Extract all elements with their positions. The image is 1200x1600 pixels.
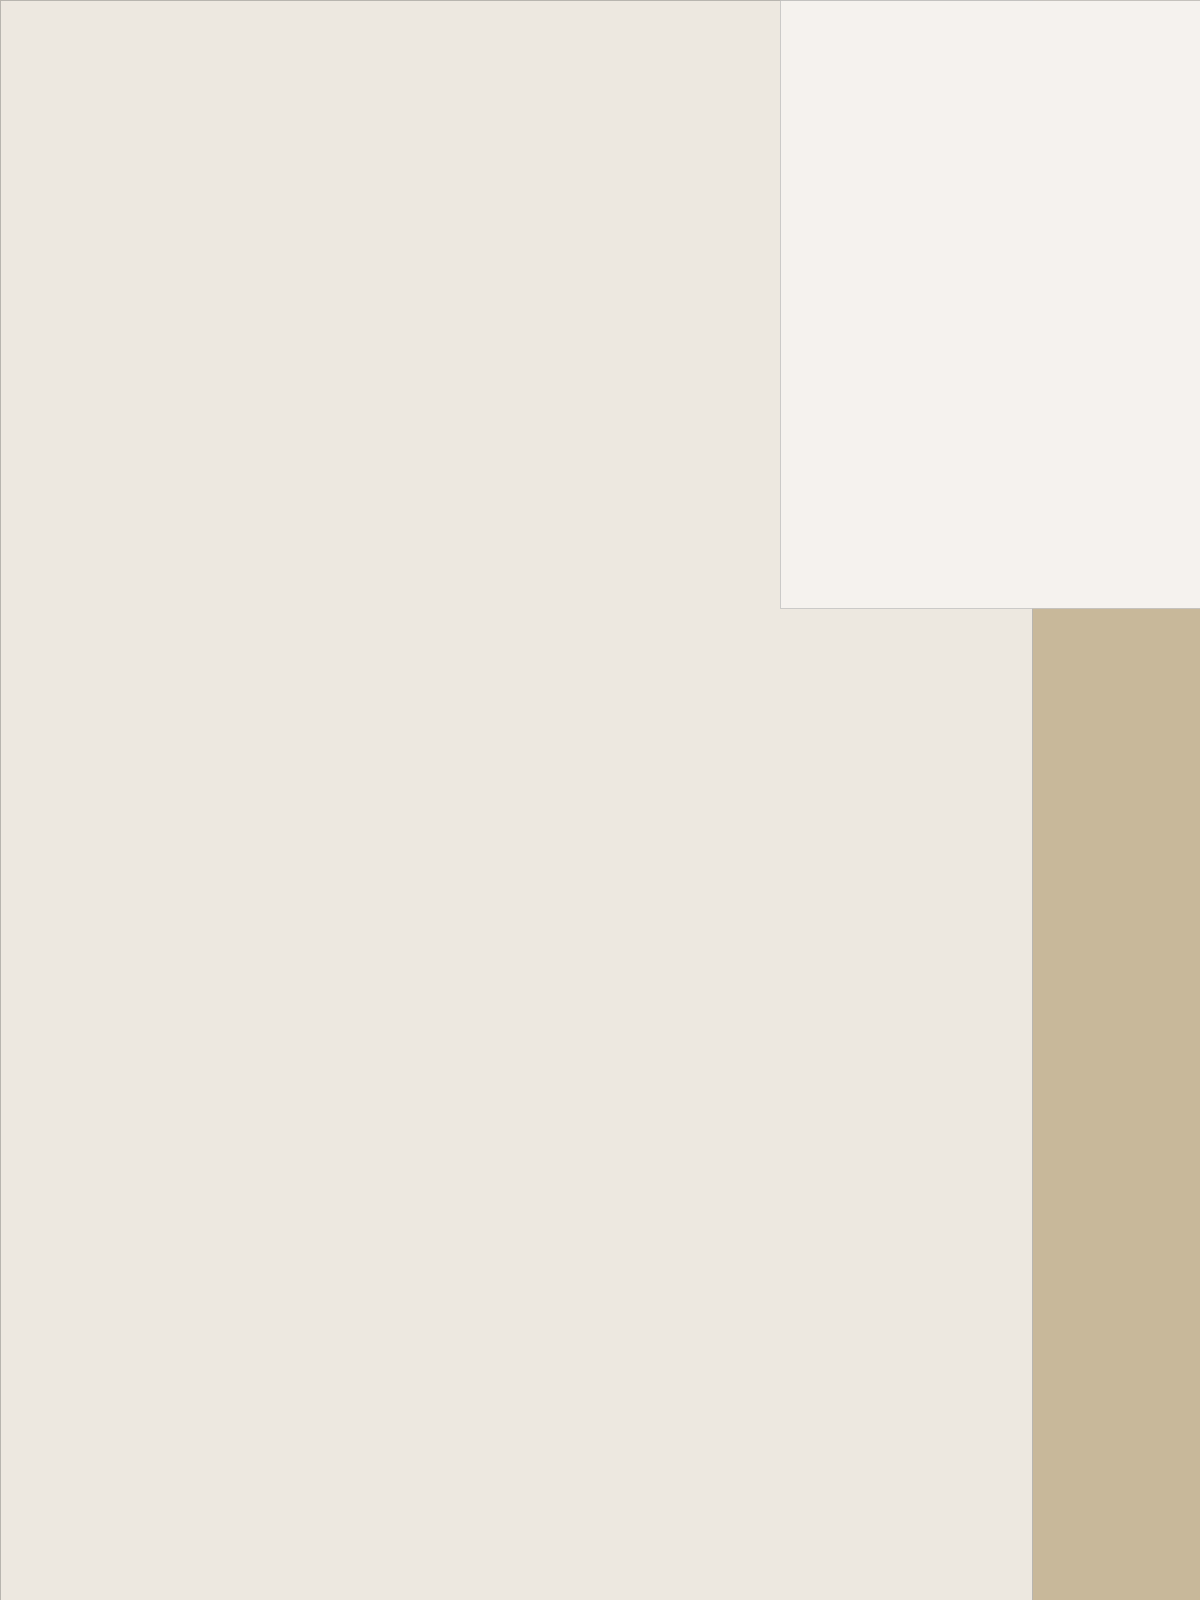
- Text: Kn = 0.5mA/V²: Kn = 0.5mA/V²: [52, 835, 217, 856]
- Text: 1): 1): [38, 27, 70, 56]
- Text: 900Ω: 900Ω: [364, 466, 408, 483]
- Text: C1: C1: [108, 286, 132, 304]
- Text: 10k: 10k: [47, 251, 80, 269]
- Text: Ren: Ren: [575, 510, 607, 530]
- Text: 15k: 15k: [630, 397, 660, 414]
- Text: M 1: M 1: [454, 346, 485, 365]
- Text: Vo: Vo: [692, 280, 716, 299]
- Text: VTN = 1V: VTN = 1V: [52, 765, 160, 784]
- Text: RO: RO: [630, 202, 656, 219]
- Text: Ven: Ven: [647, 630, 680, 650]
- Text: ~: ~: [600, 638, 622, 662]
- Text: 10V: 10V: [418, 160, 455, 179]
- Text: c) what   is  the  output  resistance of the  circuit?: c) what is the output resistance of the …: [43, 1160, 564, 1181]
- Text: 5k: 5k: [311, 226, 334, 243]
- Text: C1: C1: [491, 266, 515, 285]
- Text: λ = 0V⁻¹: λ = 0V⁻¹: [52, 909, 148, 928]
- Text: a) what is the  gain of the circuit?: a) what is the gain of the circuit?: [43, 1002, 394, 1022]
- Text: 10V: 10V: [131, 528, 163, 546]
- Text: 100Ω: 100Ω: [360, 595, 404, 614]
- Text: 4k: 4k: [185, 283, 205, 302]
- Text: C1: C1: [492, 515, 514, 534]
- Text: b) what  IS  the  input  resistance of the  circuit?: b) what IS the input resistance of the c…: [43, 1082, 546, 1101]
